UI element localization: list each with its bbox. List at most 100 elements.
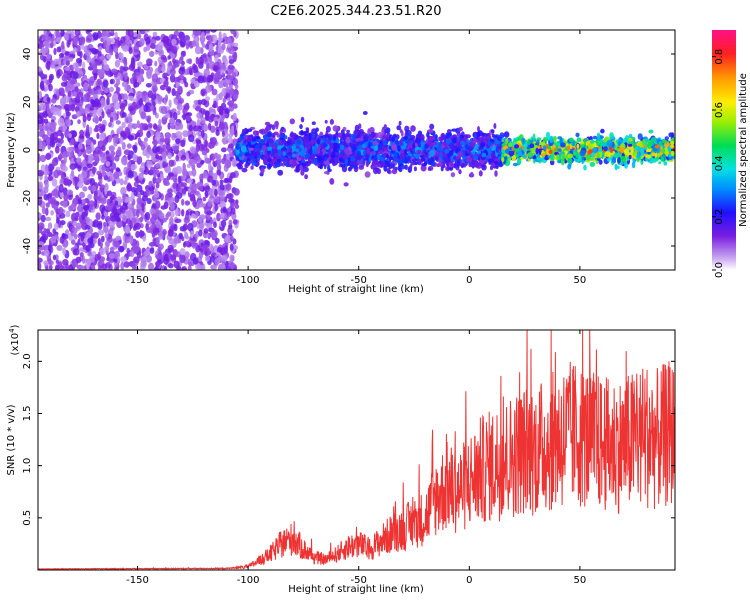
heatmap-cell (358, 137, 364, 142)
heatmap-cell (75, 157, 82, 164)
heatmap-cell (498, 156, 501, 161)
heatmap-cell (96, 132, 100, 140)
heatmap-cell (143, 137, 149, 142)
heatmap-cell (339, 144, 345, 150)
heatmap-cell (75, 67, 82, 73)
heatmap-cell (214, 188, 218, 197)
heatmap-cell (206, 210, 213, 216)
heatmap-cell (480, 142, 486, 148)
heatmap-cell (132, 153, 137, 162)
heatmap-cell (207, 175, 214, 183)
heatmap-cell (46, 53, 52, 60)
heatmap-cell (66, 39, 71, 48)
heatmap-cell (421, 157, 426, 162)
heatmap-cell (266, 149, 272, 155)
heatmap-cell (65, 107, 70, 115)
heatmap-cell (99, 241, 104, 248)
heatmap-cell (144, 212, 151, 221)
heatmap-cell (127, 30, 134, 38)
heatmap-cell (38, 257, 43, 263)
heatmap-cell (151, 140, 159, 145)
heatmap-cell (413, 166, 417, 172)
heatmap-cell (63, 58, 67, 66)
heatmap-cell (481, 164, 487, 171)
heatmap-cell (169, 68, 176, 76)
heatmap-cell (396, 125, 402, 131)
heatmap-cell (168, 159, 175, 167)
heatmap-cell (284, 142, 288, 147)
heatmap-cell (38, 181, 43, 190)
heatmap-cell (249, 144, 256, 149)
heatmap-cell (198, 56, 205, 65)
heatmap-cell (121, 121, 126, 129)
heatmap-cell (188, 158, 196, 167)
heatmap-cell (93, 153, 99, 162)
heatmap-cell (228, 261, 236, 270)
heatmap-cell (175, 165, 183, 175)
heatmap-cell (262, 144, 267, 151)
heatmap-cell (152, 123, 158, 130)
heatmap-cell (224, 58, 228, 67)
heatmap-cell (119, 178, 124, 186)
heatmap-cell (190, 78, 196, 84)
heatmap-cell (98, 133, 106, 141)
heatmap-cell (109, 246, 115, 253)
heatmap-cell (228, 151, 234, 157)
heatmap-cell (266, 131, 273, 138)
heatmap-cell (176, 103, 183, 111)
heatmap-cell (114, 59, 120, 68)
heatmap-cell (153, 170, 157, 179)
heatmap-cell (204, 190, 209, 199)
heatmap-cell (224, 245, 229, 253)
heatmap-cell (250, 150, 254, 155)
heatmap-cell (427, 165, 434, 171)
heatmap-cell (147, 115, 152, 121)
heatmap-cell (481, 132, 488, 137)
heatmap-cell (92, 237, 97, 245)
heatmap-cell (221, 43, 226, 51)
heatmap-cell (81, 159, 87, 167)
heatmap-cell (164, 94, 169, 102)
heatmap-cell (135, 132, 141, 138)
heatmap-cell (159, 84, 166, 91)
heatmap-cell (344, 147, 350, 155)
heatmap-cell (216, 163, 222, 172)
heatmap-cell (81, 211, 86, 220)
heatmap-cell (77, 204, 84, 213)
heatmap-cell (494, 160, 499, 165)
heatmap-cell (369, 151, 376, 155)
heatmap-cell (438, 142, 442, 149)
heatmap-cell (240, 145, 247, 153)
heatmap-cell (218, 92, 223, 101)
heatmap-cell (216, 212, 221, 222)
heatmap-cell (208, 49, 215, 56)
heatmap-cell (88, 185, 92, 191)
heatmap-cell (140, 260, 147, 268)
heatmap-cell (210, 153, 216, 161)
heatmap-cell (192, 30, 200, 37)
heatmap-cell (220, 79, 224, 88)
heatmap-cell (386, 168, 391, 174)
heatmap-cell (158, 155, 163, 161)
heatmap-cell (105, 204, 112, 211)
heatmap-cell (113, 171, 120, 180)
heatmap-cell (150, 42, 155, 48)
heatmap-cell (148, 50, 155, 58)
heatmap-cell (52, 157, 59, 166)
heatmap-cell (123, 261, 130, 268)
heatmap-cell (170, 124, 176, 130)
heatmap-cell (459, 134, 465, 140)
heatmap-cell (477, 136, 483, 142)
heatmap-cell (205, 96, 210, 101)
heatmap-cell (429, 123, 435, 130)
heatmap-cell (205, 84, 212, 93)
heatmap-cell (227, 43, 231, 48)
heatmap-cell (179, 56, 184, 65)
heatmap-cell (251, 162, 257, 166)
heatmap-cell (349, 164, 354, 170)
heatmap-cell (48, 264, 53, 270)
heatmap-cell (132, 123, 138, 130)
heatmap-cell (179, 254, 186, 264)
heatmap-cell (358, 165, 365, 170)
heatmap-cell (271, 157, 277, 163)
